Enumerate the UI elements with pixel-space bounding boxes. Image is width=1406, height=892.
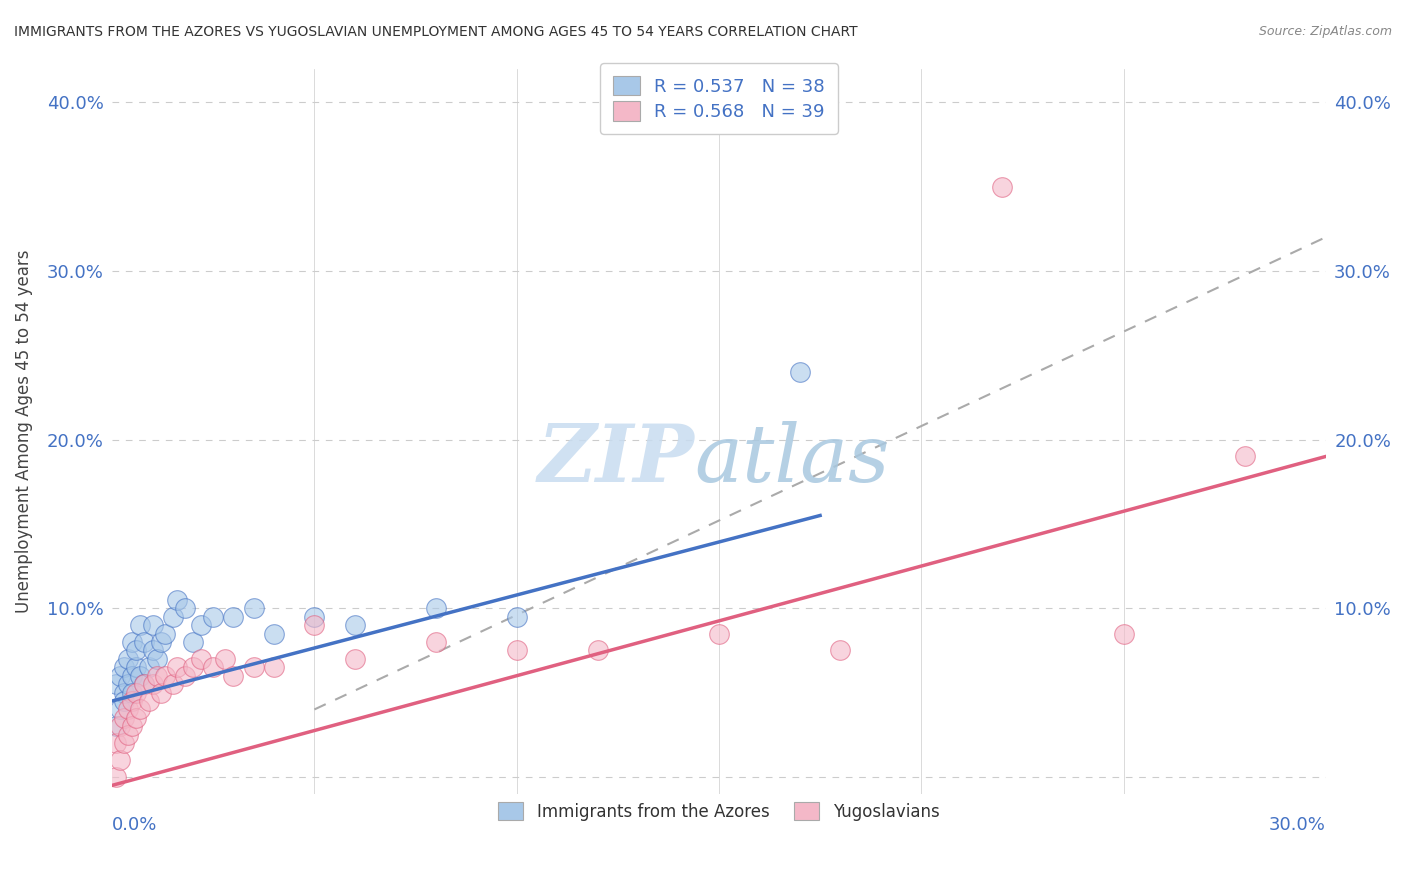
Text: 0.0%: 0.0% bbox=[112, 815, 157, 833]
Point bbox=[304, 609, 326, 624]
Point bbox=[129, 702, 152, 716]
Point bbox=[162, 677, 184, 691]
Point bbox=[134, 677, 156, 691]
Point bbox=[222, 669, 245, 683]
Point bbox=[145, 669, 167, 683]
Point bbox=[138, 694, 160, 708]
Point bbox=[343, 618, 366, 632]
Point bbox=[166, 660, 188, 674]
Point bbox=[129, 618, 152, 632]
Point bbox=[242, 601, 264, 615]
Point bbox=[181, 635, 204, 649]
Point bbox=[162, 609, 184, 624]
Point bbox=[174, 669, 197, 683]
Point bbox=[112, 660, 135, 674]
Point bbox=[112, 694, 135, 708]
Point bbox=[112, 736, 135, 750]
Point bbox=[425, 635, 447, 649]
Text: IMMIGRANTS FROM THE AZORES VS YUGOSLAVIAN UNEMPLOYMENT AMONG AGES 45 TO 54 YEARS: IMMIGRANTS FROM THE AZORES VS YUGOSLAVIA… bbox=[14, 25, 858, 39]
Point bbox=[707, 626, 730, 640]
Legend: Immigrants from the Azores, Yugoslavians: Immigrants from the Azores, Yugoslavians bbox=[491, 794, 948, 829]
Point bbox=[1233, 450, 1256, 464]
Point bbox=[134, 635, 156, 649]
Point bbox=[142, 618, 165, 632]
Point bbox=[153, 669, 176, 683]
Point bbox=[181, 660, 204, 674]
Point bbox=[112, 685, 135, 699]
Point bbox=[105, 719, 128, 733]
Point bbox=[138, 660, 160, 674]
Point bbox=[789, 365, 811, 379]
Text: atlas: atlas bbox=[695, 421, 890, 499]
Point bbox=[202, 660, 225, 674]
Point bbox=[108, 702, 131, 716]
Point bbox=[166, 592, 188, 607]
Point bbox=[117, 677, 139, 691]
Text: 30.0%: 30.0% bbox=[1270, 815, 1326, 833]
Point bbox=[108, 753, 131, 767]
Point bbox=[105, 677, 128, 691]
Point bbox=[202, 609, 225, 624]
Point bbox=[174, 601, 197, 615]
Point bbox=[425, 601, 447, 615]
Point bbox=[343, 652, 366, 666]
Point bbox=[125, 711, 148, 725]
Point bbox=[190, 618, 212, 632]
Point bbox=[190, 652, 212, 666]
Point bbox=[134, 677, 156, 691]
Point bbox=[105, 736, 128, 750]
Point bbox=[242, 660, 264, 674]
Point bbox=[505, 643, 527, 657]
Point bbox=[108, 669, 131, 683]
Point bbox=[142, 677, 165, 691]
Point bbox=[222, 609, 245, 624]
Point bbox=[121, 694, 143, 708]
Point bbox=[142, 643, 165, 657]
Point bbox=[121, 685, 143, 699]
Point bbox=[117, 728, 139, 742]
Point bbox=[505, 609, 527, 624]
Point bbox=[108, 719, 131, 733]
Point bbox=[121, 635, 143, 649]
Point bbox=[149, 685, 172, 699]
Text: Source: ZipAtlas.com: Source: ZipAtlas.com bbox=[1258, 25, 1392, 38]
Point bbox=[1112, 626, 1135, 640]
Point bbox=[991, 179, 1014, 194]
Point bbox=[125, 660, 148, 674]
Point bbox=[121, 669, 143, 683]
Point bbox=[112, 711, 135, 725]
Point bbox=[105, 770, 128, 784]
Point bbox=[145, 652, 167, 666]
Point bbox=[586, 643, 609, 657]
Point bbox=[125, 643, 148, 657]
Y-axis label: Unemployment Among Ages 45 to 54 years: Unemployment Among Ages 45 to 54 years bbox=[15, 250, 32, 613]
Point bbox=[263, 626, 285, 640]
Point bbox=[121, 719, 143, 733]
Point bbox=[153, 626, 176, 640]
Point bbox=[117, 652, 139, 666]
Point bbox=[125, 685, 148, 699]
Point bbox=[214, 652, 236, 666]
Point bbox=[117, 702, 139, 716]
Point bbox=[149, 635, 172, 649]
Point bbox=[830, 643, 852, 657]
Text: ZIP: ZIP bbox=[538, 421, 695, 499]
Point bbox=[129, 669, 152, 683]
Point bbox=[304, 618, 326, 632]
Point bbox=[263, 660, 285, 674]
